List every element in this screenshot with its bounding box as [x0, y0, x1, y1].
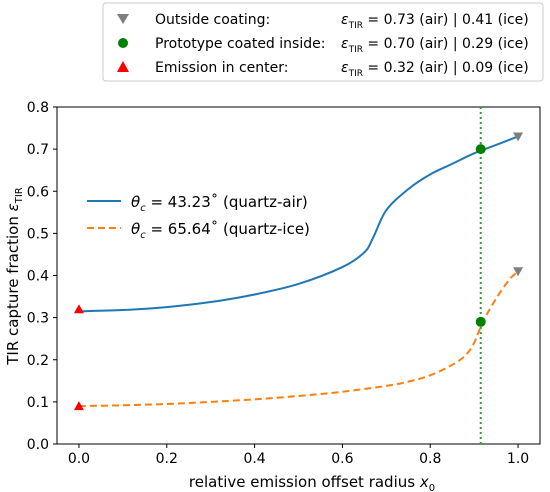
y-tick-label: 0.1 [27, 395, 49, 411]
x-axis-label-main: relative emission offset radius [189, 473, 420, 491]
epsilon-subscript: TIR [348, 45, 363, 55]
plot-axes: 0.0 0.2 0.4 0.6 0.8 1.0 0.0 0.1 0.2 0.3 0.4 0.5 0.6 0… [27, 100, 541, 467]
legend-text-ice-rest: = 65.64˚ (quartz-ice) [146, 220, 310, 238]
y-tick-label: 0.6 [27, 184, 49, 200]
y-tick-label: 0.7 [27, 142, 49, 158]
plot-series [78, 107, 519, 444]
top-legend-label-3: Emission in center: [155, 60, 288, 76]
x-tick-label: 0.2 [156, 451, 178, 467]
theta-symbol: θ [131, 193, 140, 211]
top-legend-eq-1: εTIR = 0.73 (air) | 0.41 (ice) [341, 12, 529, 31]
y-tick-label: 0.0 [27, 437, 49, 453]
y-axis-label-sub: TIR [14, 187, 25, 204]
top-legend-frame [102, 2, 544, 82]
top-legend-row-3: Emission in center: εTIR = 0.32 (air) | … [117, 60, 529, 79]
x-tick-label: 0.4 [243, 451, 265, 467]
y-axis-label-var: ε [4, 203, 22, 211]
y-tick-label: 0.2 [27, 353, 49, 369]
top-legend-label-1: Outside coating: [155, 12, 270, 28]
epsilon-symbol: ε [341, 60, 349, 76]
circle-marker [475, 316, 486, 327]
inner-legend: θc = 43.23˚ (quartz-air) θc = 65.64˚ (qu… [87, 193, 310, 241]
triangle-up-marker [73, 401, 84, 411]
x-axis-label-sub: 0 [429, 483, 435, 492]
top-legend: Outside coating: εTIR = 0.73 (air) | 0.4… [102, 2, 544, 82]
epsilon-symbol: ε [341, 36, 349, 52]
top-legend-row-2: Prototype coated inside: εTIR = 0.70 (ai… [118, 36, 529, 55]
series-line-0 [78, 135, 519, 313]
y-tick-label: 0.8 [27, 100, 49, 116]
top-legend-values-3: = 0.32 (air) | 0.09 (ice) [363, 60, 529, 76]
y-tick-label: 0.3 [27, 311, 49, 327]
top-legend-values-2: = 0.70 (air) | 0.29 (ice) [363, 36, 529, 52]
circle-marker-icon [118, 38, 128, 48]
y-axis-label: TIR capture fraction εTIR [4, 187, 25, 366]
epsilon-subscript: TIR [348, 69, 363, 79]
triangle-down-marker [513, 132, 524, 142]
top-legend-eq-3: εTIR = 0.32 (air) | 0.09 (ice) [341, 60, 529, 79]
plot-markers [73, 132, 524, 411]
plot-frame [56, 106, 541, 445]
top-legend-eq-2: εTIR = 0.70 (air) | 0.29 (ice) [341, 36, 529, 55]
x-tick-label: 0.0 [68, 451, 90, 467]
y-axis-label-main: TIR capture fraction [4, 211, 22, 365]
legend-text-air: θc = 43.23˚ (quartz-air) [131, 193, 308, 214]
top-legend-values-1: = 0.73 (air) | 0.41 (ice) [363, 12, 529, 28]
x-axis-label-var: x [419, 473, 429, 491]
theta-subscript: c [140, 230, 146, 241]
theta-subscript: c [140, 203, 146, 214]
epsilon-subscript: TIR [348, 21, 363, 31]
triangle-down-marker-icon [117, 14, 129, 24]
y-tick-label: 0.5 [27, 226, 49, 242]
legend-text-ice: θc = 65.64˚ (quartz-ice) [131, 220, 310, 241]
x-axis-label: relative emission offset radius x0 [189, 473, 435, 492]
legend-text-air-rest: = 43.23˚ (quartz-air) [146, 193, 308, 211]
triangle-up-marker-icon [117, 61, 129, 72]
triangle-down-marker [513, 267, 524, 277]
theta-symbol: θ [131, 220, 140, 238]
x-tick-label: 0.6 [331, 451, 353, 467]
circle-marker [475, 144, 486, 155]
triangle-up-marker [73, 304, 84, 314]
series-line-1 [78, 270, 519, 408]
y-tick-label: 0.4 [27, 269, 49, 285]
x-tick-label: 1.0 [507, 451, 529, 467]
top-legend-row-1: Outside coating: εTIR = 0.73 (air) | 0.4… [117, 12, 529, 31]
epsilon-symbol: ε [341, 12, 349, 28]
x-tick-label: 0.8 [419, 451, 441, 467]
top-legend-label-2: Prototype coated inside: [155, 36, 325, 52]
